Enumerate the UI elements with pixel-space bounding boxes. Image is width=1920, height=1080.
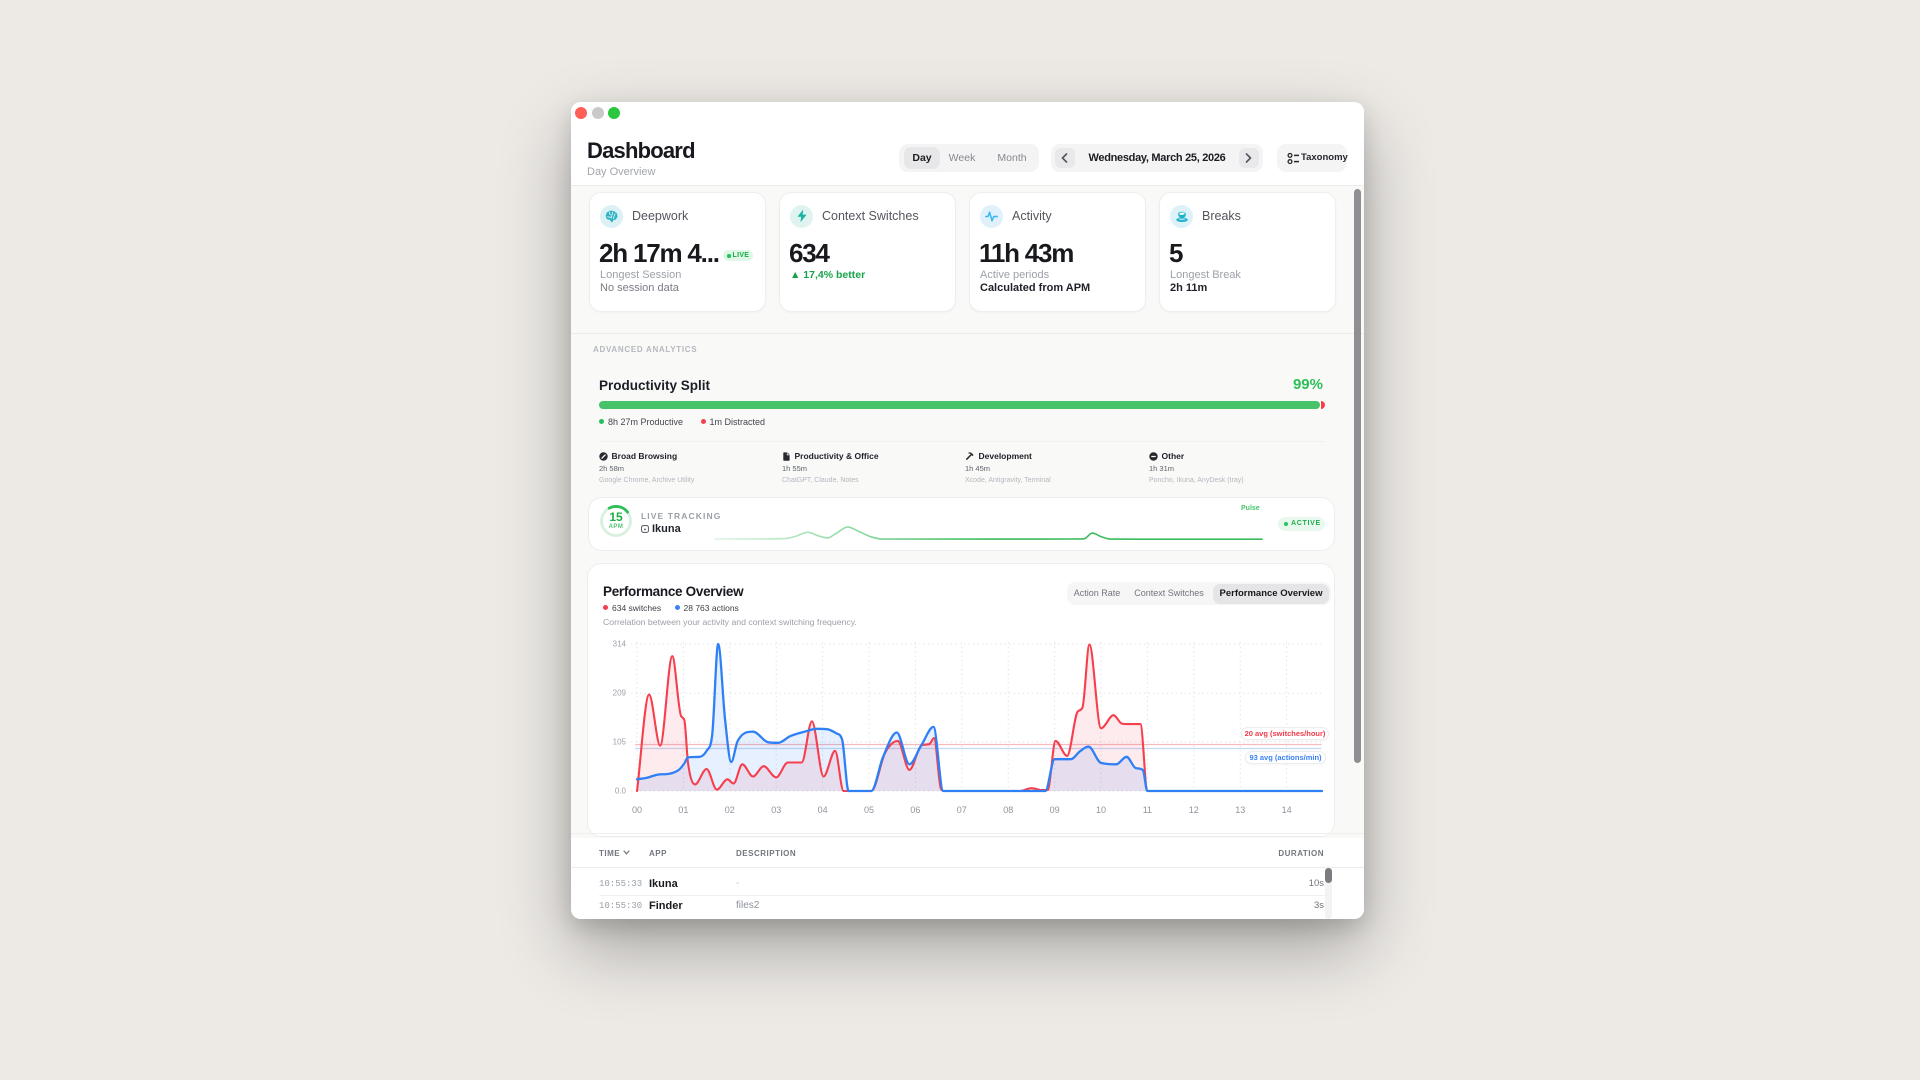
svg-text:08: 08 xyxy=(1003,805,1013,815)
svg-text:01: 01 xyxy=(678,805,688,815)
svg-text:00: 00 xyxy=(632,805,642,815)
svg-text:06: 06 xyxy=(910,805,920,815)
svg-text:05: 05 xyxy=(864,805,874,815)
svg-text:314: 314 xyxy=(613,640,627,649)
svg-text:02: 02 xyxy=(725,805,735,815)
svg-text:07: 07 xyxy=(957,805,967,815)
svg-text:03: 03 xyxy=(771,805,781,815)
svg-text:04: 04 xyxy=(818,805,828,815)
svg-text:209: 209 xyxy=(613,689,627,698)
svg-text:12: 12 xyxy=(1189,805,1199,815)
svg-text:09: 09 xyxy=(1050,805,1060,815)
svg-text:10: 10 xyxy=(1096,805,1106,815)
svg-text:0.0: 0.0 xyxy=(615,787,627,796)
svg-text:14: 14 xyxy=(1282,805,1292,815)
svg-text:11: 11 xyxy=(1143,805,1152,815)
svg-text:13: 13 xyxy=(1235,805,1245,815)
svg-text:105: 105 xyxy=(613,737,627,746)
